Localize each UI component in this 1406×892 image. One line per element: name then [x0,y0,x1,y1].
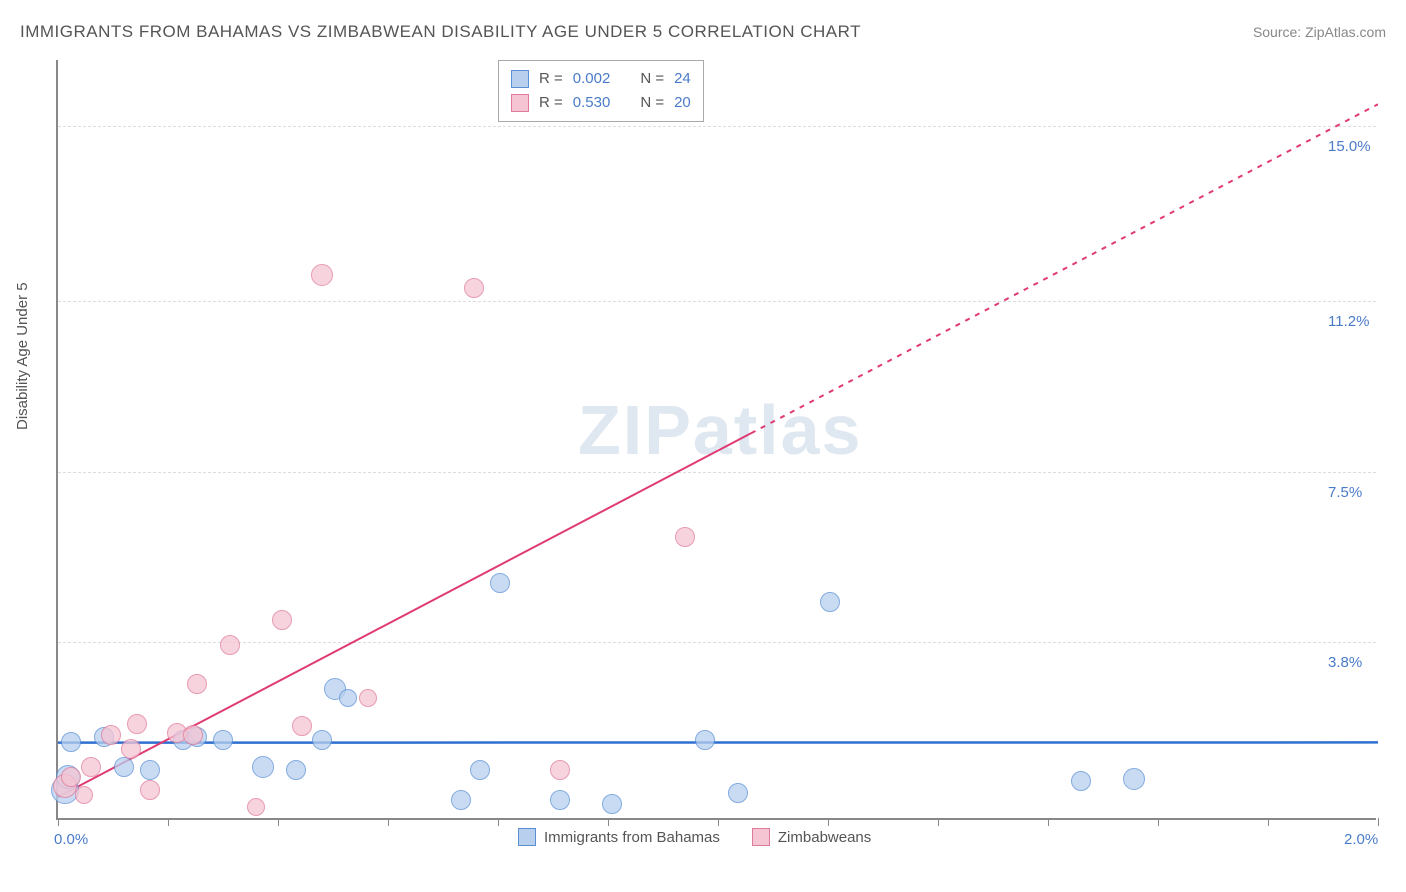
x-tick [938,818,939,826]
r-value: 0.002 [573,67,611,91]
data-point-zimbabweans [81,757,101,777]
data-point-bahamas [602,794,622,814]
data-point-zimbabweans [675,527,695,547]
n-label: N = [640,91,664,115]
data-point-bahamas [252,756,274,778]
y-tick-label: 7.5% [1328,484,1362,501]
n-value: 20 [674,91,691,115]
x-tick [1048,818,1049,826]
legend-swatch [518,828,536,846]
x-tick [168,818,169,826]
x-tick [828,818,829,826]
x-tick [278,818,279,826]
data-point-zimbabweans [101,725,121,745]
data-point-zimbabweans [121,739,141,759]
grid-line [58,126,1376,127]
x-tick-label: 2.0% [1344,831,1378,848]
n-value: 24 [674,67,691,91]
source-attribution: Source: ZipAtlas.com [1253,24,1386,40]
data-point-zimbabweans [183,725,203,745]
data-point-zimbabweans [127,714,147,734]
data-point-bahamas [490,573,510,593]
data-point-bahamas [114,757,134,777]
correlation-legend: R = 0.002 N = 24 R = 0.530 N = 20 [498,60,704,122]
y-axis-label: Disability Age Under 5 [14,282,31,430]
data-point-zimbabweans [140,780,160,800]
trend-lines [58,60,1378,820]
legend-swatch [752,828,770,846]
data-point-zimbabweans [75,786,93,804]
legend-label: Zimbabweans [778,829,871,846]
x-tick [1378,818,1379,826]
scatter-chart: ZIPatlas 3.8%7.5%11.2%15.0%0.0%2.0%R =0.… [56,60,1376,820]
x-tick [718,818,719,826]
y-tick-label: 15.0% [1328,138,1371,155]
data-point-bahamas [312,730,332,750]
data-point-bahamas [339,689,357,707]
series-legend: Immigrants from Bahamas Zimbabweans [518,828,871,846]
data-point-bahamas [1071,771,1091,791]
x-tick [1158,818,1159,826]
data-point-zimbabweans [187,674,207,694]
chart-header: IMMIGRANTS FROM BAHAMAS VS ZIMBABWEAN DI… [20,22,1386,42]
x-tick-label: 0.0% [54,831,88,848]
data-point-zimbabweans [311,264,333,286]
y-tick-label: 3.8% [1328,654,1362,671]
grid-line [58,301,1376,302]
data-point-bahamas [550,790,570,810]
r-label: R = [539,91,563,115]
data-point-bahamas [470,760,490,780]
data-point-bahamas [213,730,233,750]
grid-line [58,472,1376,473]
data-point-bahamas [286,760,306,780]
watermark: ZIPatlas [578,390,862,470]
data-point-bahamas [1123,768,1145,790]
n-label: N = [640,67,664,91]
x-tick [58,818,59,826]
legend-swatch [511,94,529,112]
x-tick [388,818,389,826]
grid-line [58,642,1376,643]
chart-title: IMMIGRANTS FROM BAHAMAS VS ZIMBABWEAN DI… [20,22,861,42]
data-point-zimbabweans [359,689,377,707]
legend-row: R = 0.002 N = 24 [511,67,691,91]
data-point-zimbabweans [220,635,240,655]
legend-label: Immigrants from Bahamas [544,829,720,846]
legend-row: R = 0.530 N = 20 [511,91,691,115]
data-point-zimbabweans [247,798,265,816]
data-point-zimbabweans [464,278,484,298]
x-tick [608,818,609,826]
legend-item: Immigrants from Bahamas [518,828,720,846]
data-point-bahamas [820,592,840,612]
legend-item: Zimbabweans [752,828,871,846]
legend-swatch [511,70,529,88]
r-label: R = [539,67,563,91]
r-value: 0.530 [573,91,611,115]
data-point-zimbabweans [61,767,81,787]
x-tick [498,818,499,826]
data-point-bahamas [695,730,715,750]
data-point-zimbabweans [292,716,312,736]
data-point-zimbabweans [272,610,292,630]
data-point-bahamas [140,760,160,780]
data-point-zimbabweans [550,760,570,780]
x-tick [1268,818,1269,826]
y-tick-label: 11.2% [1328,313,1369,330]
data-point-bahamas [61,732,81,752]
data-point-bahamas [451,790,471,810]
data-point-bahamas [728,783,748,803]
